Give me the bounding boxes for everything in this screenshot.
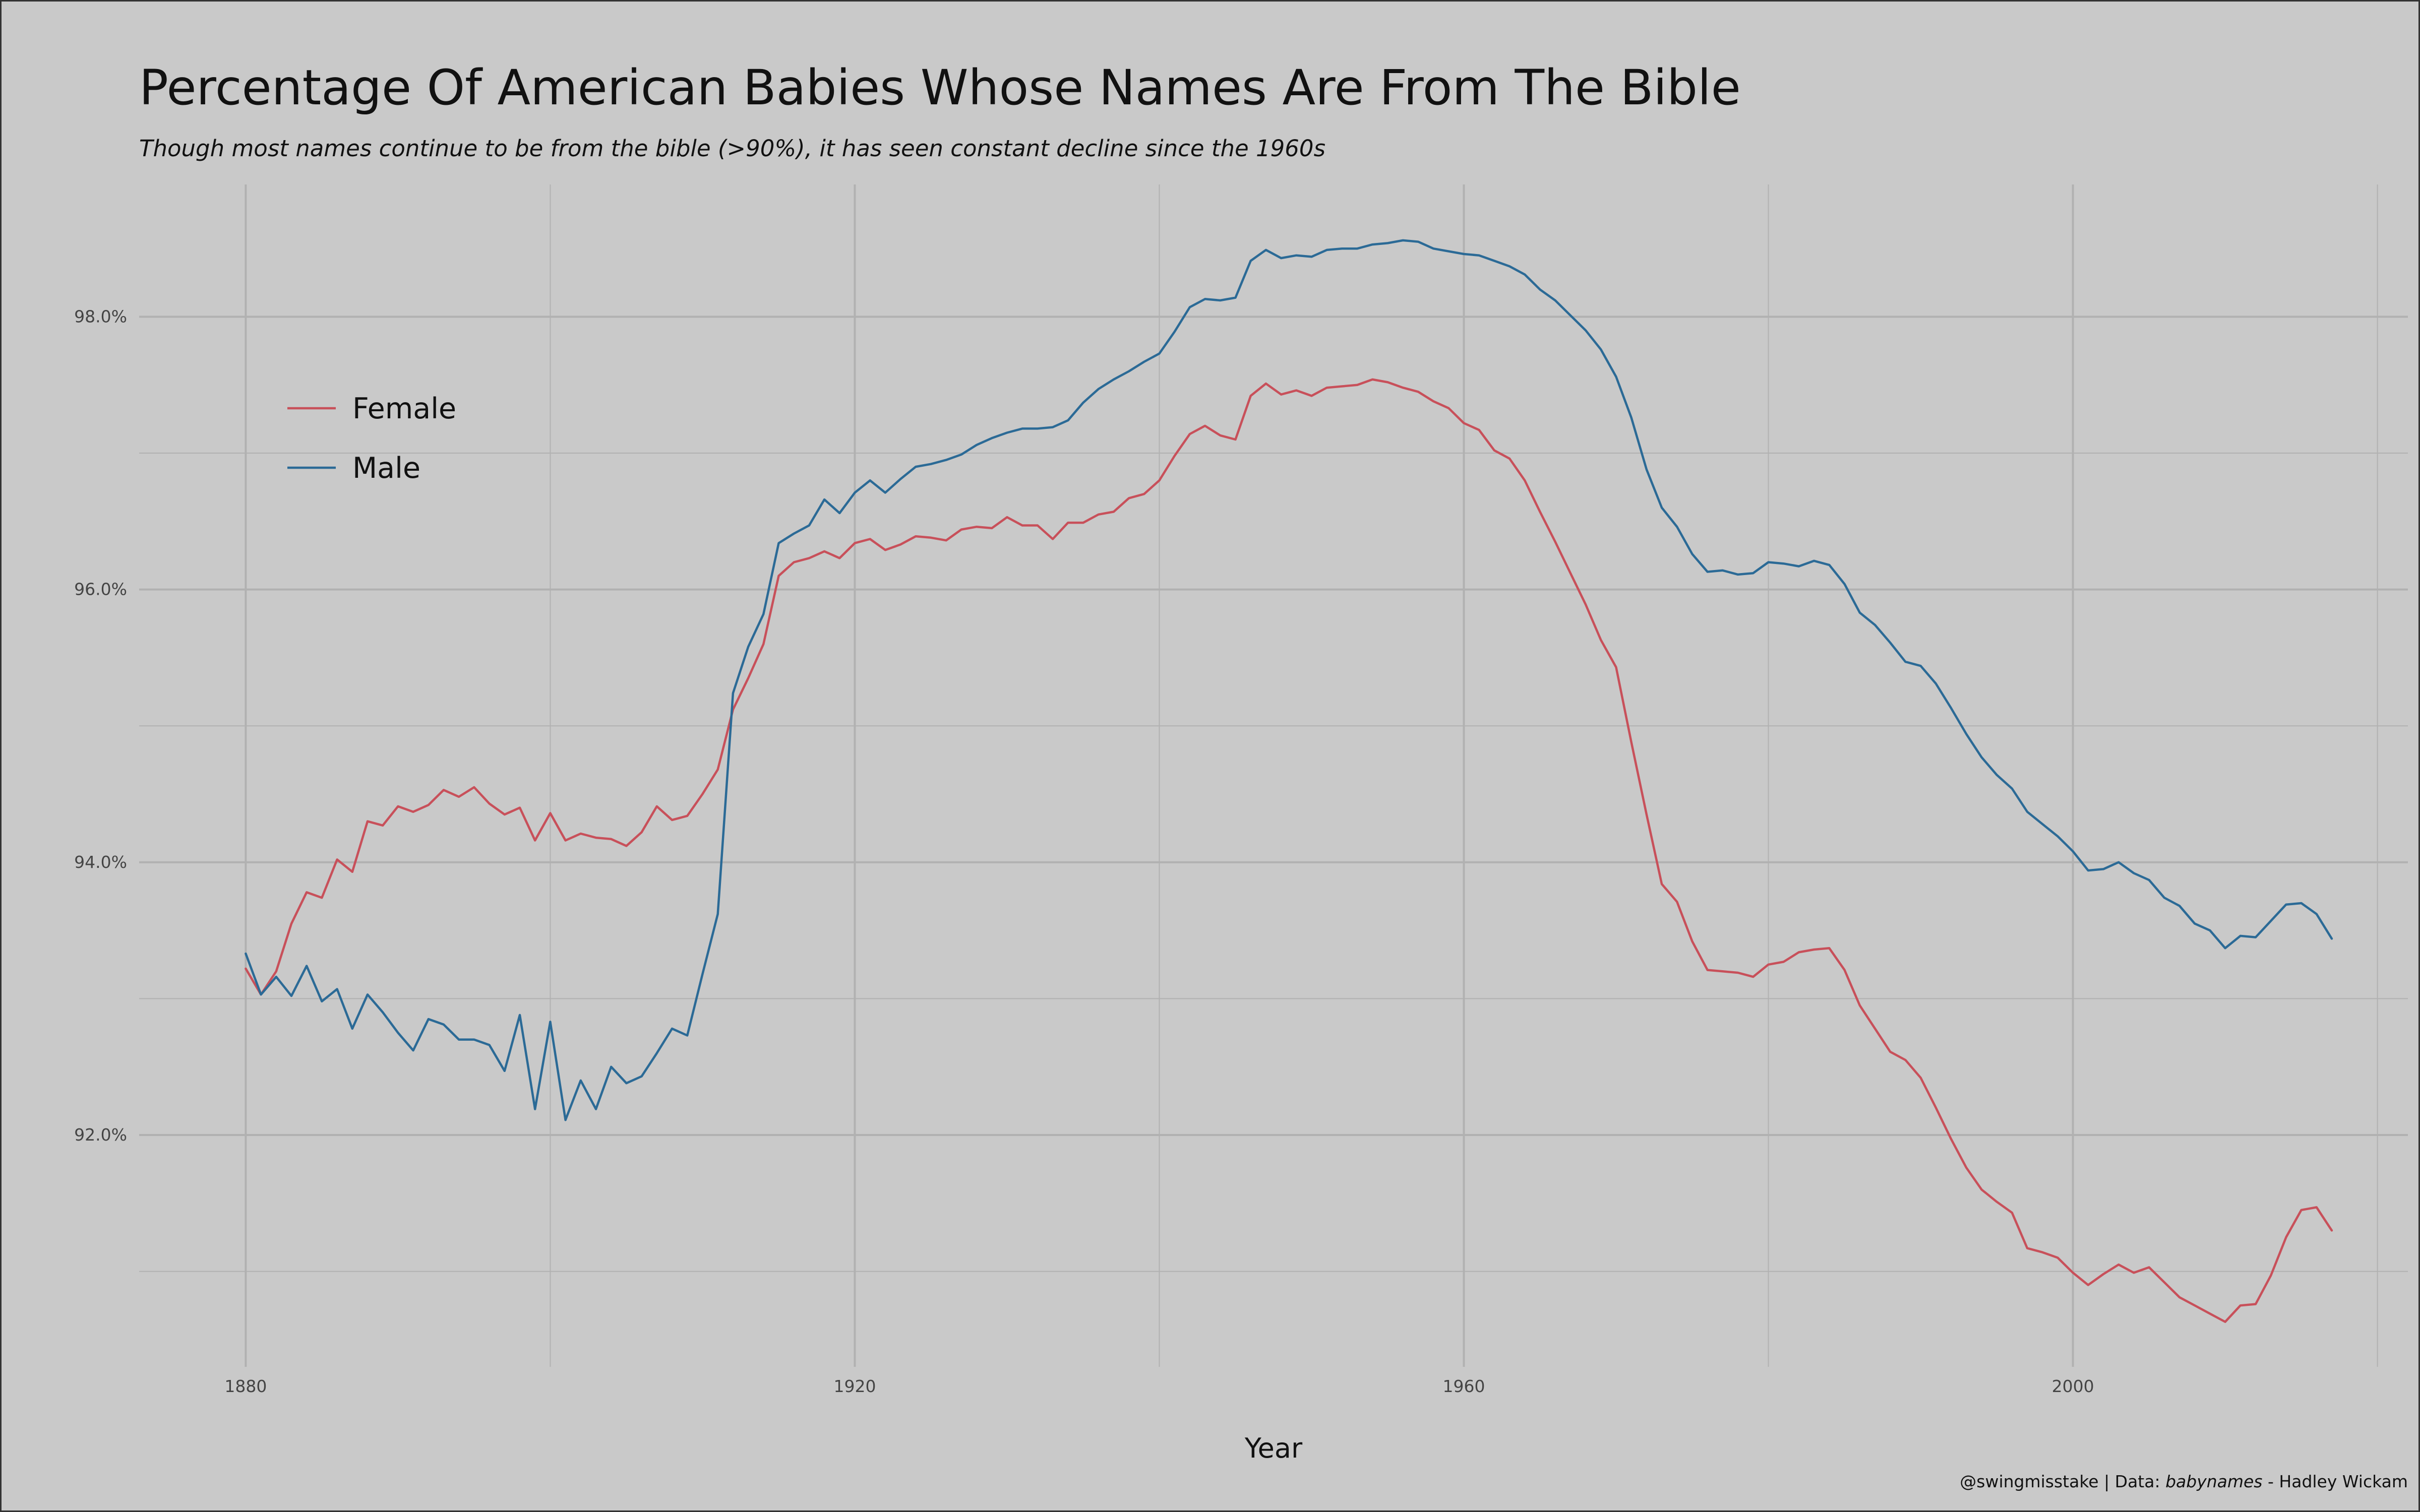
y-axis-ticks: 92.0% 94.0% 96.0% 98.0% bbox=[74, 306, 127, 1145]
x-tick-label: 1880 bbox=[224, 1376, 267, 1396]
y-tick-label: 98.0% bbox=[74, 306, 127, 326]
caption: @swingmisstake | Data: babynames - Hadle… bbox=[1960, 1472, 2408, 1491]
legend: Female Male bbox=[287, 392, 456, 485]
x-tick-label: 1920 bbox=[833, 1376, 876, 1396]
x-axis-title: Year bbox=[1244, 1432, 1303, 1464]
series-line-female bbox=[245, 378, 2333, 1323]
series-line-male bbox=[245, 239, 2333, 1121]
caption-suffix: - Hadley Wickam bbox=[2262, 1472, 2408, 1491]
legend-label-female: Female bbox=[352, 392, 456, 425]
chart-title: Percentage Of American Babies Whose Name… bbox=[139, 59, 1741, 116]
caption-prefix: @swingmisstake | Data: bbox=[1960, 1472, 2166, 1491]
series-lines bbox=[245, 239, 2333, 1323]
legend-label-male: Male bbox=[352, 452, 420, 485]
chart-subtitle: Though most names continue to be from th… bbox=[139, 135, 1326, 162]
y-tick-label: 92.0% bbox=[74, 1125, 127, 1145]
y-tick-label: 94.0% bbox=[74, 852, 127, 872]
caption-dataset: babynames bbox=[2165, 1472, 2263, 1491]
gridlines bbox=[139, 184, 2408, 1367]
x-tick-label: 2000 bbox=[2052, 1376, 2094, 1396]
x-tick-label: 1960 bbox=[1443, 1376, 1485, 1396]
y-tick-label: 96.0% bbox=[74, 580, 127, 599]
x-axis-ticks: 1880 1920 1960 2000 bbox=[224, 1376, 2094, 1396]
